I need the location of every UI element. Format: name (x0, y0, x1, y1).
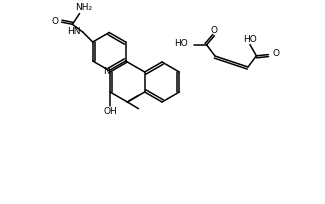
Text: NH₂: NH₂ (75, 3, 92, 12)
Text: N: N (103, 67, 110, 76)
Text: O: O (52, 17, 58, 26)
Text: HO: HO (174, 39, 188, 48)
Text: O: O (272, 49, 280, 58)
Text: HN: HN (67, 27, 81, 36)
Text: HO: HO (243, 35, 257, 44)
Text: OH: OH (103, 107, 117, 116)
Text: O: O (211, 26, 218, 35)
